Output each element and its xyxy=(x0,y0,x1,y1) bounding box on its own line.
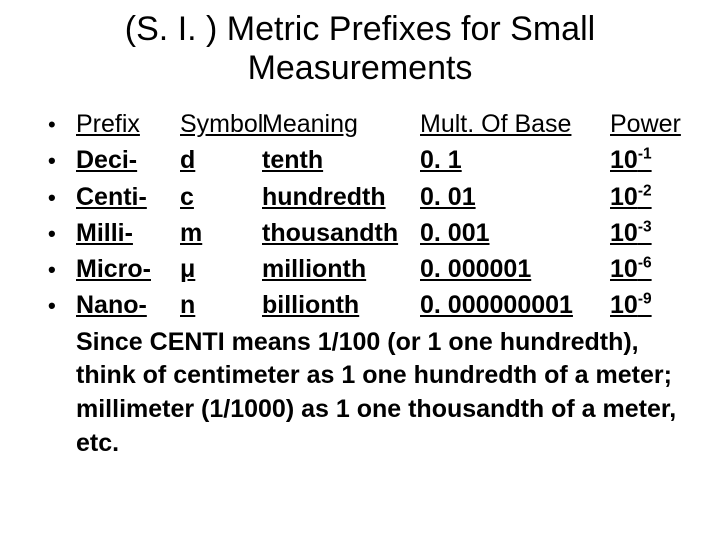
bullet-icon: • xyxy=(48,145,76,177)
bullet-icon: • xyxy=(48,254,76,286)
bullet-icon: • xyxy=(48,109,76,141)
cell-meaning: thousandth xyxy=(262,215,420,251)
cell-mult: 0. 1 xyxy=(420,142,610,178)
bullet-icon: • xyxy=(48,218,76,250)
cell-power: 10-3 xyxy=(610,215,652,251)
cell-prefix: Deci- xyxy=(76,142,180,178)
cell-mult: 0. 01 xyxy=(420,179,610,215)
power-exp: -2 xyxy=(638,182,652,199)
power-base: 10 xyxy=(610,255,638,283)
power-base: 10 xyxy=(610,291,638,319)
cell-mult: 0. 000000001 xyxy=(420,287,610,323)
header-prefix: Prefix xyxy=(76,106,180,142)
header-mult: Mult. Of Base xyxy=(420,106,610,142)
header-power: Power xyxy=(610,106,681,142)
table-row: • Micro- μ millionth 0. 000001 10-6 xyxy=(48,251,690,287)
table-row: • Centi- c hundredth 0. 01 10-2 xyxy=(48,179,690,215)
explanation-text: Since CENTI means 1/100 (or 1 one hundre… xyxy=(48,326,690,461)
cell-mult: 0. 000001 xyxy=(420,251,610,287)
power-exp: -3 xyxy=(638,219,652,236)
cell-symbol: m xyxy=(180,215,262,251)
cell-symbol: n xyxy=(180,287,262,323)
header-meaning: Meaning xyxy=(262,106,420,142)
slide-title: (S. I. ) Metric Prefixes for Small Measu… xyxy=(30,10,690,88)
power-exp: -9 xyxy=(638,291,652,308)
header-symbol: Symbol xyxy=(180,106,262,142)
power-base: 10 xyxy=(610,183,638,211)
cell-prefix: Centi- xyxy=(76,179,180,215)
table-row: • Deci- d tenth 0. 1 10-1 xyxy=(48,142,690,178)
cell-meaning: tenth xyxy=(262,142,420,178)
cell-meaning: billionth xyxy=(262,287,420,323)
cell-prefix: Milli- xyxy=(76,215,180,251)
cell-power: 10-1 xyxy=(610,142,652,178)
cell-power: 10-6 xyxy=(610,251,652,287)
table-row: • Milli- m thousandth 0. 001 10-3 xyxy=(48,215,690,251)
cell-meaning: hundredth xyxy=(262,179,420,215)
bullet-icon: • xyxy=(48,290,76,322)
header-row: • Prefix Symbol Meaning Mult. Of Base Po… xyxy=(48,106,690,142)
cell-prefix: Nano- xyxy=(76,287,180,323)
cell-meaning: millionth xyxy=(262,251,420,287)
cell-symbol: d xyxy=(180,142,262,178)
cell-mult: 0. 001 xyxy=(420,215,610,251)
cell-prefix: Micro- xyxy=(76,251,180,287)
cell-symbol: μ xyxy=(180,251,262,287)
power-base: 10 xyxy=(610,146,638,174)
content-area: • Prefix Symbol Meaning Mult. Of Base Po… xyxy=(30,106,690,461)
power-exp: -6 xyxy=(638,255,652,272)
cell-symbol: c xyxy=(180,179,262,215)
bullet-icon: • xyxy=(48,182,76,214)
cell-power: 10-9 xyxy=(610,287,652,323)
power-base: 10 xyxy=(610,219,638,247)
table-row: • Nano- n billionth 0. 000000001 10-9 xyxy=(48,287,690,323)
power-exp: -1 xyxy=(638,146,652,163)
slide: (S. I. ) Metric Prefixes for Small Measu… xyxy=(0,0,720,540)
cell-power: 10-2 xyxy=(610,179,652,215)
